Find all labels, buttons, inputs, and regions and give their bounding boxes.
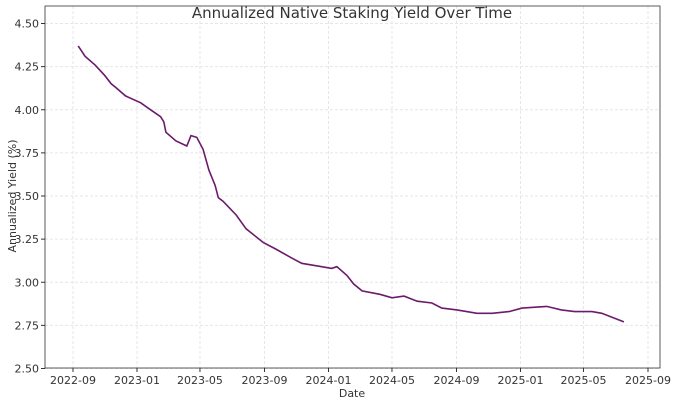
y-tick-label: 2.75 bbox=[15, 319, 40, 332]
x-tick-label: 2024-09 bbox=[434, 374, 480, 387]
y-tick-label: 2.50 bbox=[15, 363, 40, 376]
x-tick-label: 2023-05 bbox=[177, 374, 223, 387]
x-tick-label: 2023-01 bbox=[114, 374, 160, 387]
y-tick-label: 3.25 bbox=[15, 233, 40, 246]
chart-title: Annualized Native Staking Yield Over Tim… bbox=[192, 4, 512, 22]
y-tick-label: 4.25 bbox=[15, 61, 40, 74]
y-axis-label: Annualized Yield (%) bbox=[6, 139, 19, 252]
x-tick-label: 2023-09 bbox=[242, 374, 288, 387]
y-tick-label: 3.00 bbox=[15, 276, 40, 289]
x-tick-label: 2024-01 bbox=[306, 374, 352, 387]
grid bbox=[45, 6, 660, 369]
x-axis-ticks: 2022-09 2023-01 2023-05 2023-09 2024-01 2024-… bbox=[50, 368, 671, 387]
y-tick-label: 3.75 bbox=[15, 147, 40, 160]
x-axis-label: Date bbox=[339, 387, 366, 400]
x-tick-label: 2022-09 bbox=[50, 374, 96, 387]
y-tick-label: 4.50 bbox=[15, 18, 40, 31]
x-tick-label: 2024-05 bbox=[369, 374, 415, 387]
series-line bbox=[77, 45, 625, 323]
x-tick-label: 2025-09 bbox=[625, 374, 671, 387]
plot-frame bbox=[44, 5, 661, 369]
y-tick-label: 3.50 bbox=[15, 190, 40, 203]
y-tick-label: 4.00 bbox=[15, 104, 40, 117]
x-tick-label: 2025-05 bbox=[560, 374, 606, 387]
x-tick-label: 2025-01 bbox=[498, 374, 544, 387]
y-axis-ticks: 2.50 2.75 3.00 3.25 3.50 3.75 4.00 4.25 4.50 bbox=[15, 18, 45, 376]
